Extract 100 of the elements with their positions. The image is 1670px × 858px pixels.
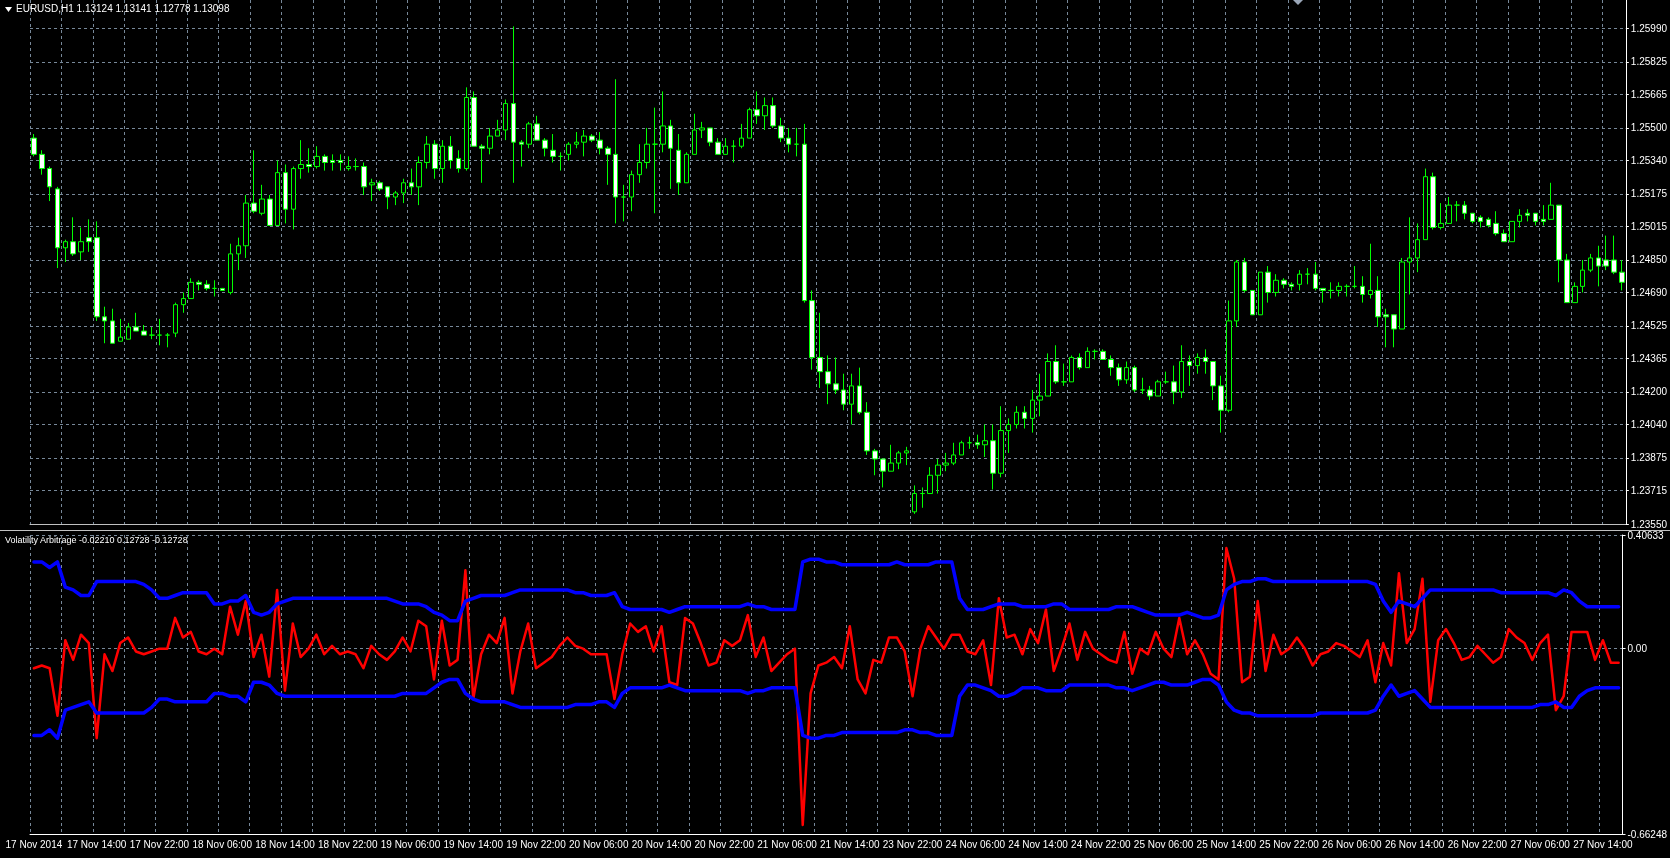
candlestick xyxy=(1210,361,1216,401)
candlestick xyxy=(1352,265,1357,289)
y-tick-label: 1.23550 xyxy=(1630,518,1668,530)
candlestick xyxy=(1336,281,1342,298)
x-tick-label: 17 Nov 22:00 xyxy=(129,838,190,850)
candlestick xyxy=(141,324,147,336)
candlestick xyxy=(652,107,658,214)
x-tick-label: 26 Nov 22:00 xyxy=(1447,838,1508,850)
candlestick xyxy=(707,127,713,147)
candlestick xyxy=(1399,257,1405,330)
x-tick-label: 21 Nov 14:00 xyxy=(820,838,880,850)
candlestick xyxy=(794,127,799,157)
candlestick xyxy=(1100,348,1106,360)
candlestick xyxy=(243,194,249,259)
y-tick-label: 1.24525 xyxy=(1630,320,1668,332)
candlestick xyxy=(1501,229,1507,243)
candlestick xyxy=(1297,269,1302,291)
candlestick xyxy=(1171,365,1177,405)
candlestick xyxy=(542,137,548,157)
y-tick-label: 1.24200 xyxy=(1630,386,1668,398)
candlestick xyxy=(920,486,925,509)
candlestick xyxy=(1061,363,1067,387)
candlestick xyxy=(1454,200,1460,222)
candlestick xyxy=(448,135,453,170)
x-tick-label: 19 Nov 22:00 xyxy=(506,838,567,850)
y-tick-label: 1.25665 xyxy=(1630,88,1668,100)
candlestick xyxy=(440,139,445,184)
x-tick-label: 20 Nov 22:00 xyxy=(694,838,755,850)
candlestick xyxy=(479,143,485,184)
y-tick-label: 1.24365 xyxy=(1630,352,1668,364)
candlestick xyxy=(228,243,233,295)
candlestick xyxy=(1415,222,1420,273)
candlestick xyxy=(605,145,611,186)
x-tick-label: 17 Nov 2014 xyxy=(5,838,63,850)
candlestick xyxy=(1446,196,1452,224)
candlestick xyxy=(1407,216,1412,295)
candlestick xyxy=(1470,212,1475,224)
x-tick-label: 23 Nov 22:00 xyxy=(882,838,943,850)
x-tick-label: 21 Nov 06:00 xyxy=(757,838,818,850)
candlestick xyxy=(880,458,886,488)
y-tick-label: 1.24040 xyxy=(1630,418,1668,430)
candlestick xyxy=(589,133,595,143)
candlestick xyxy=(754,90,760,125)
candlestick xyxy=(637,143,642,184)
candlestick xyxy=(196,279,202,291)
x-tick-label: 24 Nov 22:00 xyxy=(1071,838,1132,850)
candlestick xyxy=(47,166,52,202)
candlestick xyxy=(1525,208,1530,222)
candlestick xyxy=(401,178,406,204)
candlestick xyxy=(1022,405,1027,430)
candlestick xyxy=(872,448,878,476)
candlestick xyxy=(864,401,870,456)
x-tick-label: 19 Nov 14:00 xyxy=(443,838,504,850)
candlestick xyxy=(236,237,241,271)
candlestick xyxy=(574,131,579,149)
candlestick xyxy=(251,149,257,214)
candlestick xyxy=(1305,267,1310,285)
x-tick-label: 19 Nov 06:00 xyxy=(380,838,441,850)
candlestick xyxy=(1053,344,1059,385)
candlestick xyxy=(1030,389,1035,434)
candlestick xyxy=(220,287,225,291)
y-tick-label: 1.23875 xyxy=(1630,452,1668,464)
candlestick xyxy=(723,137,728,155)
y-tick-label: 1.25990 xyxy=(1630,22,1668,34)
candlestick xyxy=(1572,281,1578,304)
chart-title: Volatility Arbitrage -0.02210 0.12728 -0.12728 xyxy=(5,534,188,545)
candlestick xyxy=(888,444,894,472)
candlestick xyxy=(1328,281,1334,300)
candlestick xyxy=(1085,346,1090,369)
candlestick xyxy=(1187,354,1192,387)
candlestick xyxy=(857,367,862,415)
candlestick xyxy=(935,458,941,495)
candlestick xyxy=(519,139,524,168)
x-tick-label: 24 Nov 14:00 xyxy=(1008,838,1069,850)
y-tick-label: 1.23715 xyxy=(1630,484,1668,496)
candlestick xyxy=(63,239,68,263)
candlestick xyxy=(188,277,194,300)
candlestick xyxy=(1179,344,1184,399)
candlestick xyxy=(597,131,603,155)
candlestick xyxy=(990,423,996,490)
candlestick xyxy=(943,452,949,472)
candlestick xyxy=(1147,385,1153,401)
candlestick xyxy=(896,450,901,470)
line-series xyxy=(32,546,1620,827)
candlestick xyxy=(267,194,273,226)
candlestick xyxy=(165,332,170,348)
x-tick-label: 18 Nov 06:00 xyxy=(192,838,253,850)
candlestick xyxy=(1493,210,1499,237)
candlestick xyxy=(1108,354,1114,377)
y-tick-label: -0.66248 xyxy=(1627,828,1668,840)
candlestick xyxy=(1014,405,1019,430)
candlestick xyxy=(432,139,438,180)
candlestick xyxy=(534,115,540,141)
candlestick xyxy=(102,306,107,344)
candlestick xyxy=(471,90,477,147)
candlestick xyxy=(786,127,791,153)
candlestick xyxy=(558,151,563,172)
candlestick xyxy=(39,149,45,176)
candlestick xyxy=(416,155,422,206)
candlestick xyxy=(1320,287,1326,304)
